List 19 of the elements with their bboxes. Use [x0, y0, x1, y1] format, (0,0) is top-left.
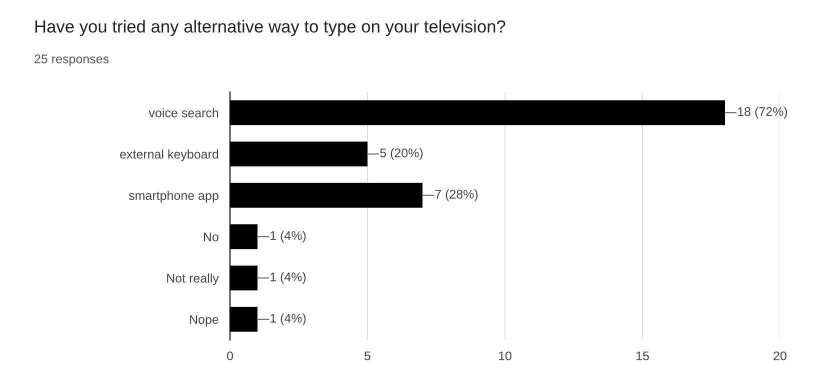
- data-label: 18 (72%): [738, 106, 788, 118]
- chart-title: Have you tried any alternative way to type on your television?: [35, 20, 506, 36]
- y-tick-label: external keyboard: [120, 149, 218, 162]
- y-tick-label: smartphone app: [128, 190, 218, 202]
- x-tick-label: 15: [636, 352, 649, 360]
- data-label: 1 (4%): [270, 272, 306, 284]
- x-tick-label: 0: [227, 351, 233, 360]
- data-label: 7 (28%): [435, 190, 478, 202]
- x-tick-label: 20: [774, 351, 786, 360]
- y-tick-label: voice search: [148, 108, 218, 118]
- data-label: 1 (4%): [270, 230, 306, 242]
- data-label: 5 (20%): [380, 148, 423, 160]
- y-tick-label: No: [204, 232, 218, 242]
- text: 25 responses: [34, 54, 109, 66]
- data-label: 1 (4%): [270, 314, 306, 326]
- y-tick-label: Nope: [190, 315, 218, 326]
- x-tick-label: 10: [499, 351, 512, 360]
- y-tick-label: Not really: [167, 273, 219, 286]
- x-tick-label: 5: [364, 352, 370, 360]
